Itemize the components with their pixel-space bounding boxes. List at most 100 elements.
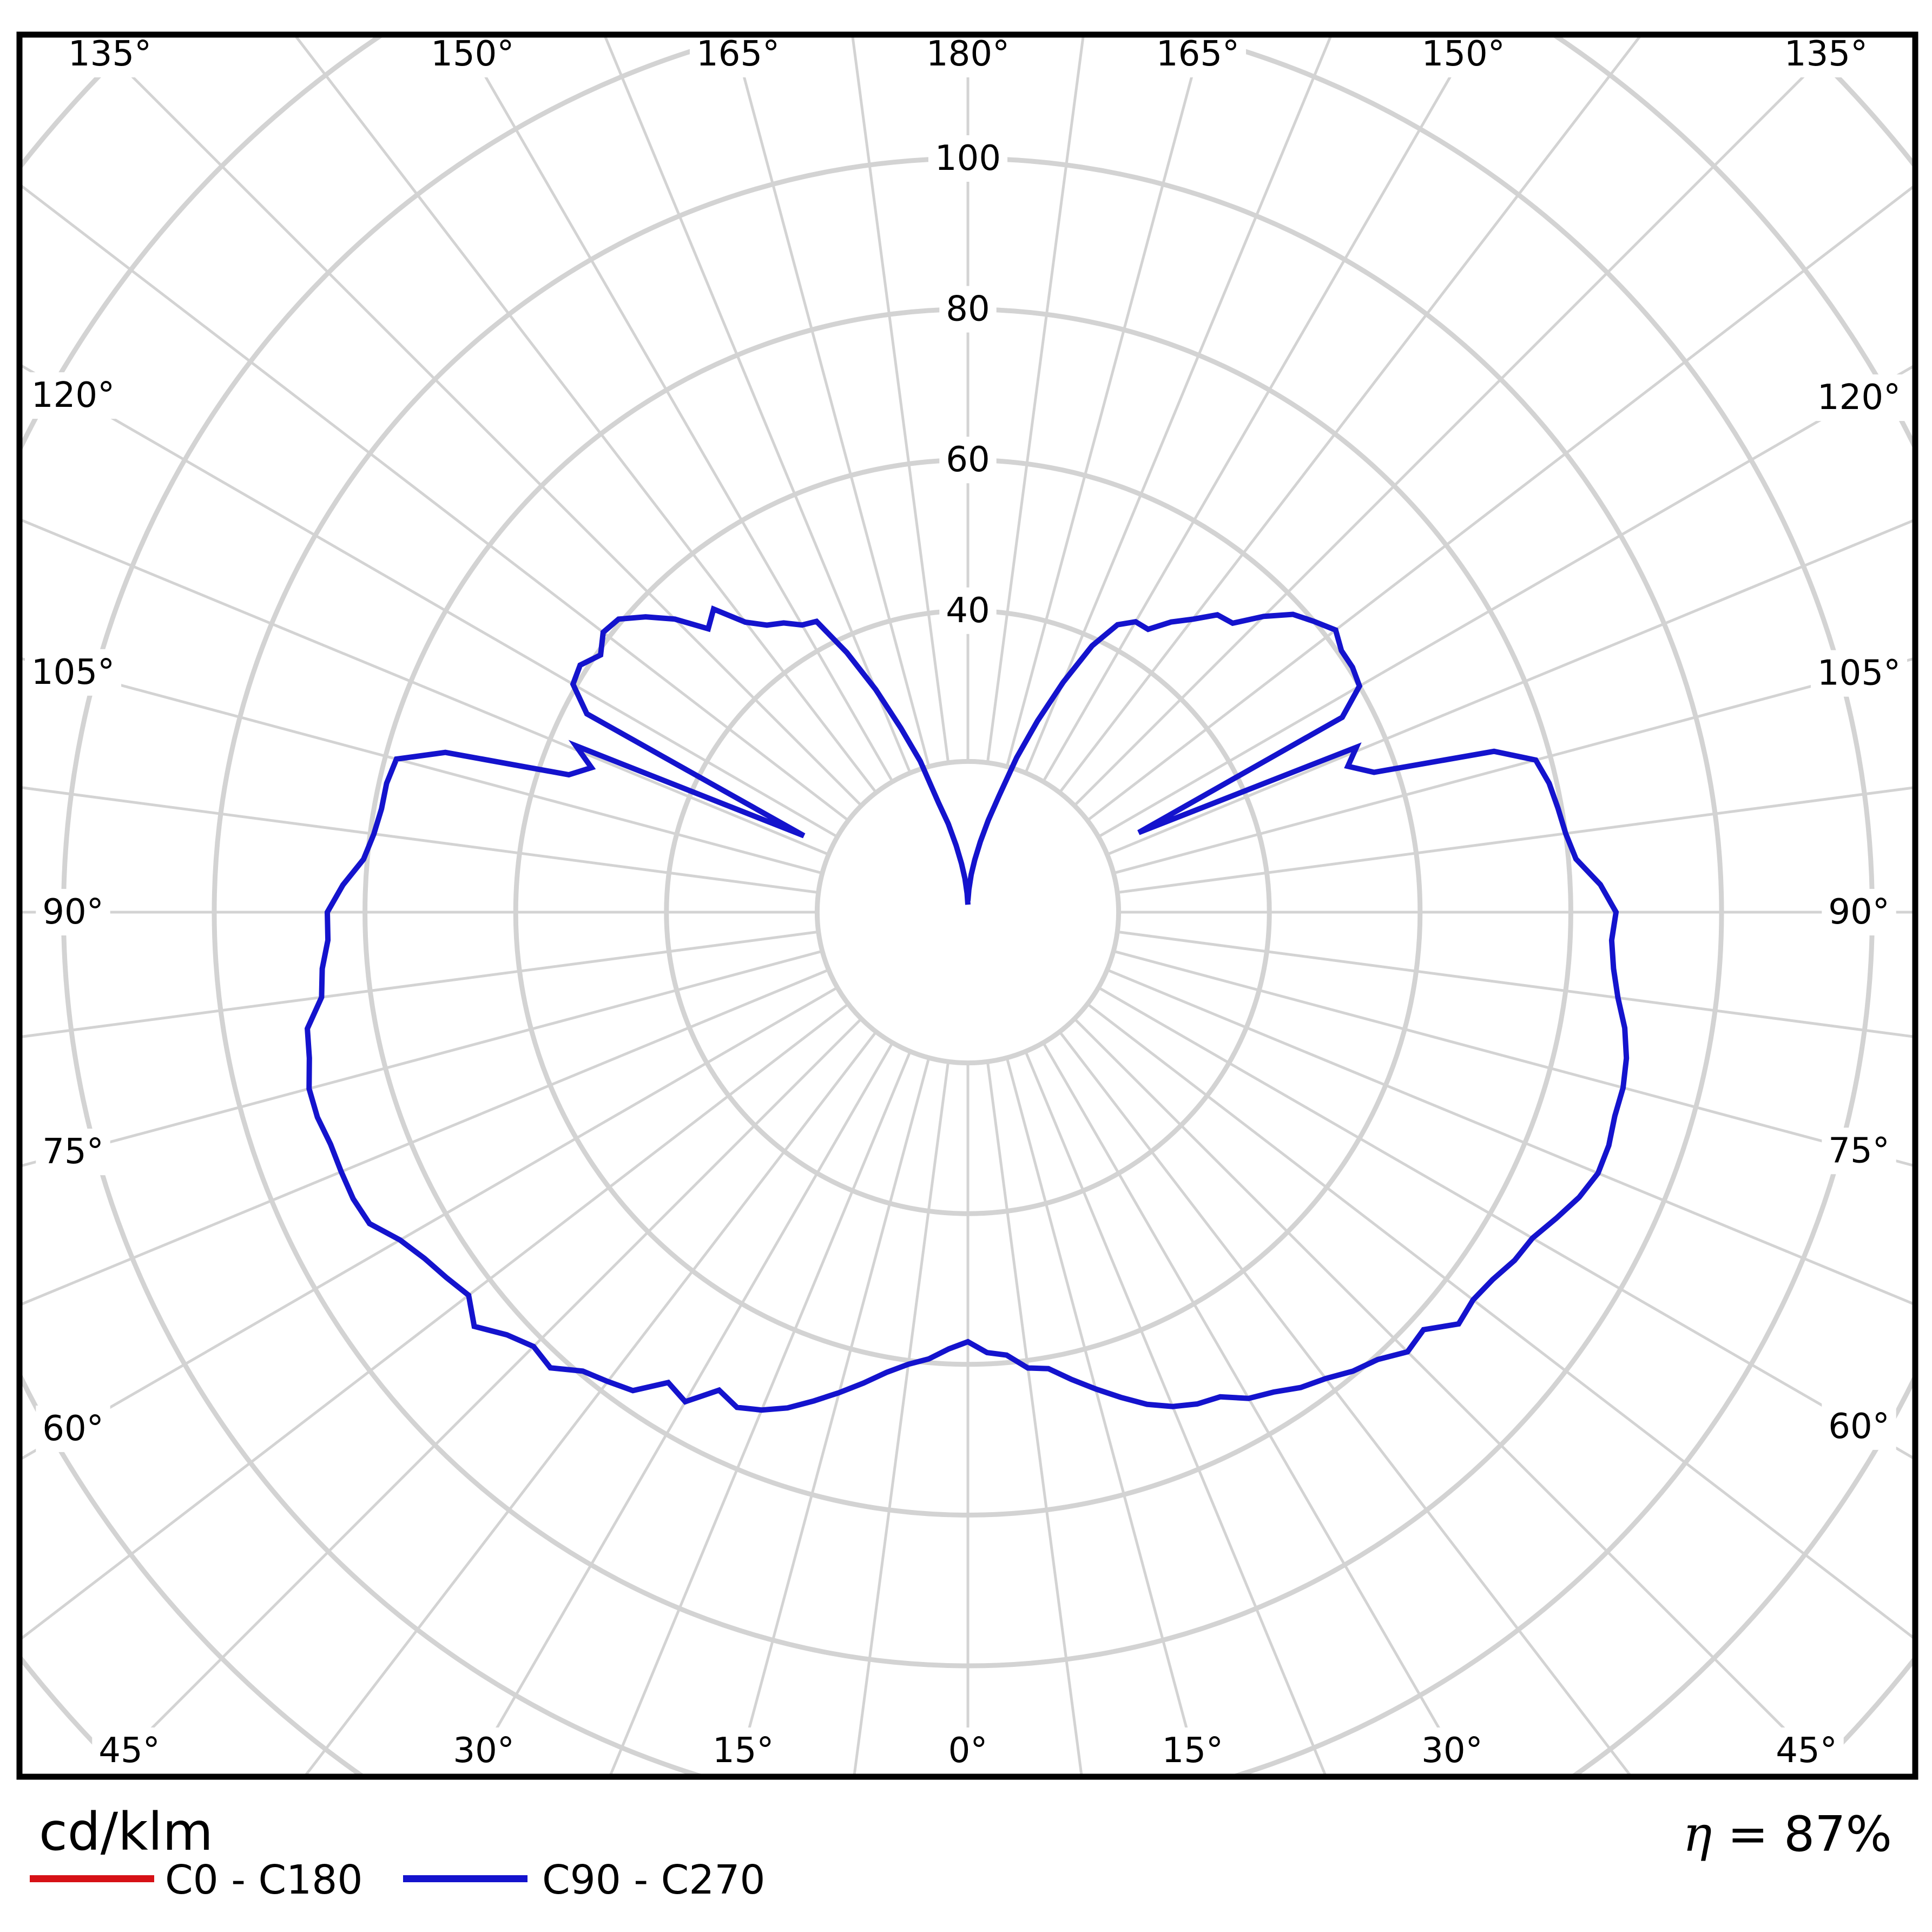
angle-label-7: 120° <box>31 375 115 416</box>
angle-label-6-mask <box>1777 31 1875 77</box>
grid-spoke-217.5 <box>293 35 878 794</box>
angle-label-13: 75° <box>42 1132 103 1172</box>
angle-label-14: 75° <box>1828 1131 1889 1171</box>
grid-spoke-30 <box>1042 1042 1469 1777</box>
curve-layer <box>305 605 1630 1413</box>
grid-spoke-150 <box>1042 35 1476 782</box>
angle-label-9-mask <box>24 649 122 696</box>
legend-swatch-c90-c270 <box>403 1875 527 1882</box>
grid-spoke-285 <box>19 949 823 1168</box>
radial-label-40: 40 <box>946 591 990 631</box>
angle-label-23-mask <box>941 1727 994 1774</box>
angle-label-1-mask <box>424 31 521 77</box>
grid-spoke-105 <box>1113 657 1915 875</box>
angle-label-17-mask <box>92 1727 167 1774</box>
grid-spoke-202.5 <box>603 35 912 774</box>
angle-label-16: 60° <box>1828 1407 1889 1447</box>
grid-spoke-330 <box>467 1042 894 1777</box>
radial-label-100-mask <box>928 135 1008 182</box>
angle-label-21: 15° <box>713 1731 774 1771</box>
efficiency-value: = 87% <box>1727 1806 1892 1863</box>
angle-label-2: 165° <box>696 34 780 74</box>
grid-spoke-292.5 <box>19 968 829 1307</box>
legend-label-c90-c270: C90 - C270 <box>542 1857 766 1903</box>
grid-ring-20 <box>814 759 1122 1066</box>
angle-label-8-mask <box>1810 374 1908 421</box>
angle-label-15: 60° <box>42 1409 103 1449</box>
radial-label-60-mask <box>939 437 997 484</box>
angle-label-0: 135° <box>68 34 151 74</box>
angle-label-11: 90° <box>42 892 103 932</box>
grid-spoke-60 <box>1098 986 1915 1461</box>
grid-spoke-127.5 <box>1086 183 1915 822</box>
angle-label-23: 0° <box>948 1731 988 1771</box>
grid-spoke-120 <box>1098 364 1915 838</box>
grid-spoke-97.5 <box>1117 786 1915 894</box>
angle-label-8: 120° <box>1817 378 1901 418</box>
grid-spoke-37.5 <box>1058 1031 1633 1777</box>
grid-spoke-142.5 <box>1058 35 1643 794</box>
radial-label-40-mask <box>939 587 997 634</box>
grid-spoke-165 <box>1005 35 1205 767</box>
angle-label-15-mask <box>36 1405 110 1452</box>
angle-label-22-mask <box>1155 1727 1230 1774</box>
grid-spoke-157.5 <box>1024 35 1333 774</box>
angle-label-16-mask <box>1822 1403 1896 1450</box>
grid-spoke-232.5 <box>19 182 849 822</box>
radial-label-80-mask <box>939 286 997 333</box>
grid-spoke-112.5 <box>1106 518 1915 856</box>
plot-border <box>16 31 1918 1780</box>
angle-label-18: 45° <box>1776 1731 1837 1771</box>
c90-c270-curve <box>305 605 1630 1413</box>
angle-label-9: 105° <box>31 652 115 693</box>
grid-spoke-307.5 <box>19 1003 849 1642</box>
angle-label-3: 180° <box>926 34 1010 74</box>
grid-spoke-255 <box>19 656 823 875</box>
grid-spoke-52.5 <box>1086 1003 1915 1641</box>
angle-label-12: 90° <box>1828 892 1889 932</box>
grid-spoke-82.5 <box>1117 930 1915 1039</box>
axis-labels: 135° 150° 165° 180° 165° 150° 135° 120° 120° 105°… <box>24 31 1908 1774</box>
angle-label-22: 15° <box>1162 1731 1223 1771</box>
grid-spoke-210 <box>459 35 894 782</box>
angle-label-19: 30° <box>453 1731 514 1771</box>
angle-label-3-mask <box>919 31 1017 77</box>
angle-label-21-mask <box>705 1727 781 1774</box>
angle-label-7-mask <box>24 372 122 419</box>
angle-label-2-mask <box>689 31 787 77</box>
grid-spoke-75 <box>1113 949 1915 1168</box>
eta-symbol: η <box>1683 1806 1712 1863</box>
grid-spoke-240 <box>19 363 838 838</box>
legend-label-c0-c180: C0 - C180 <box>165 1857 363 1903</box>
grid-spoke-352.5 <box>853 1061 950 1777</box>
units-label: cd/klm <box>39 1802 213 1862</box>
radial-label-80: 80 <box>946 289 990 329</box>
grid-spoke-225 <box>88 35 862 807</box>
grid-spoke-195 <box>731 35 931 767</box>
angle-label-10-mask <box>1810 650 1908 697</box>
radial-label-100: 100 <box>935 139 1001 179</box>
grid-spoke-262.5 <box>19 786 819 894</box>
legend-swatch-c0-c180 <box>30 1875 154 1882</box>
angle-label-10: 105° <box>1817 654 1901 694</box>
angle-label-4: 165° <box>1156 34 1239 74</box>
grid-spoke-300 <box>19 986 838 1461</box>
grid-spoke-67.5 <box>1106 968 1915 1307</box>
angle-label-14-mask <box>1822 1127 1896 1175</box>
angle-label-20: 30° <box>1421 1731 1482 1771</box>
angle-label-12-mask <box>1822 889 1896 935</box>
angle-label-19-mask <box>446 1727 521 1774</box>
grid-spoke-322.5 <box>302 1031 878 1777</box>
grid-spoke-15 <box>1005 1057 1201 1777</box>
grid-spoke-135 <box>1073 35 1848 807</box>
angle-label-0-mask <box>61 31 159 77</box>
angle-label-20-mask <box>1415 1727 1489 1774</box>
angle-label-18-mask <box>1769 1727 1844 1774</box>
angle-label-4-mask <box>1149 31 1247 77</box>
angle-label-5: 150° <box>1422 34 1505 74</box>
grid-spoke-277.5 <box>19 930 819 1039</box>
grid-spoke-187.5 <box>850 35 950 763</box>
